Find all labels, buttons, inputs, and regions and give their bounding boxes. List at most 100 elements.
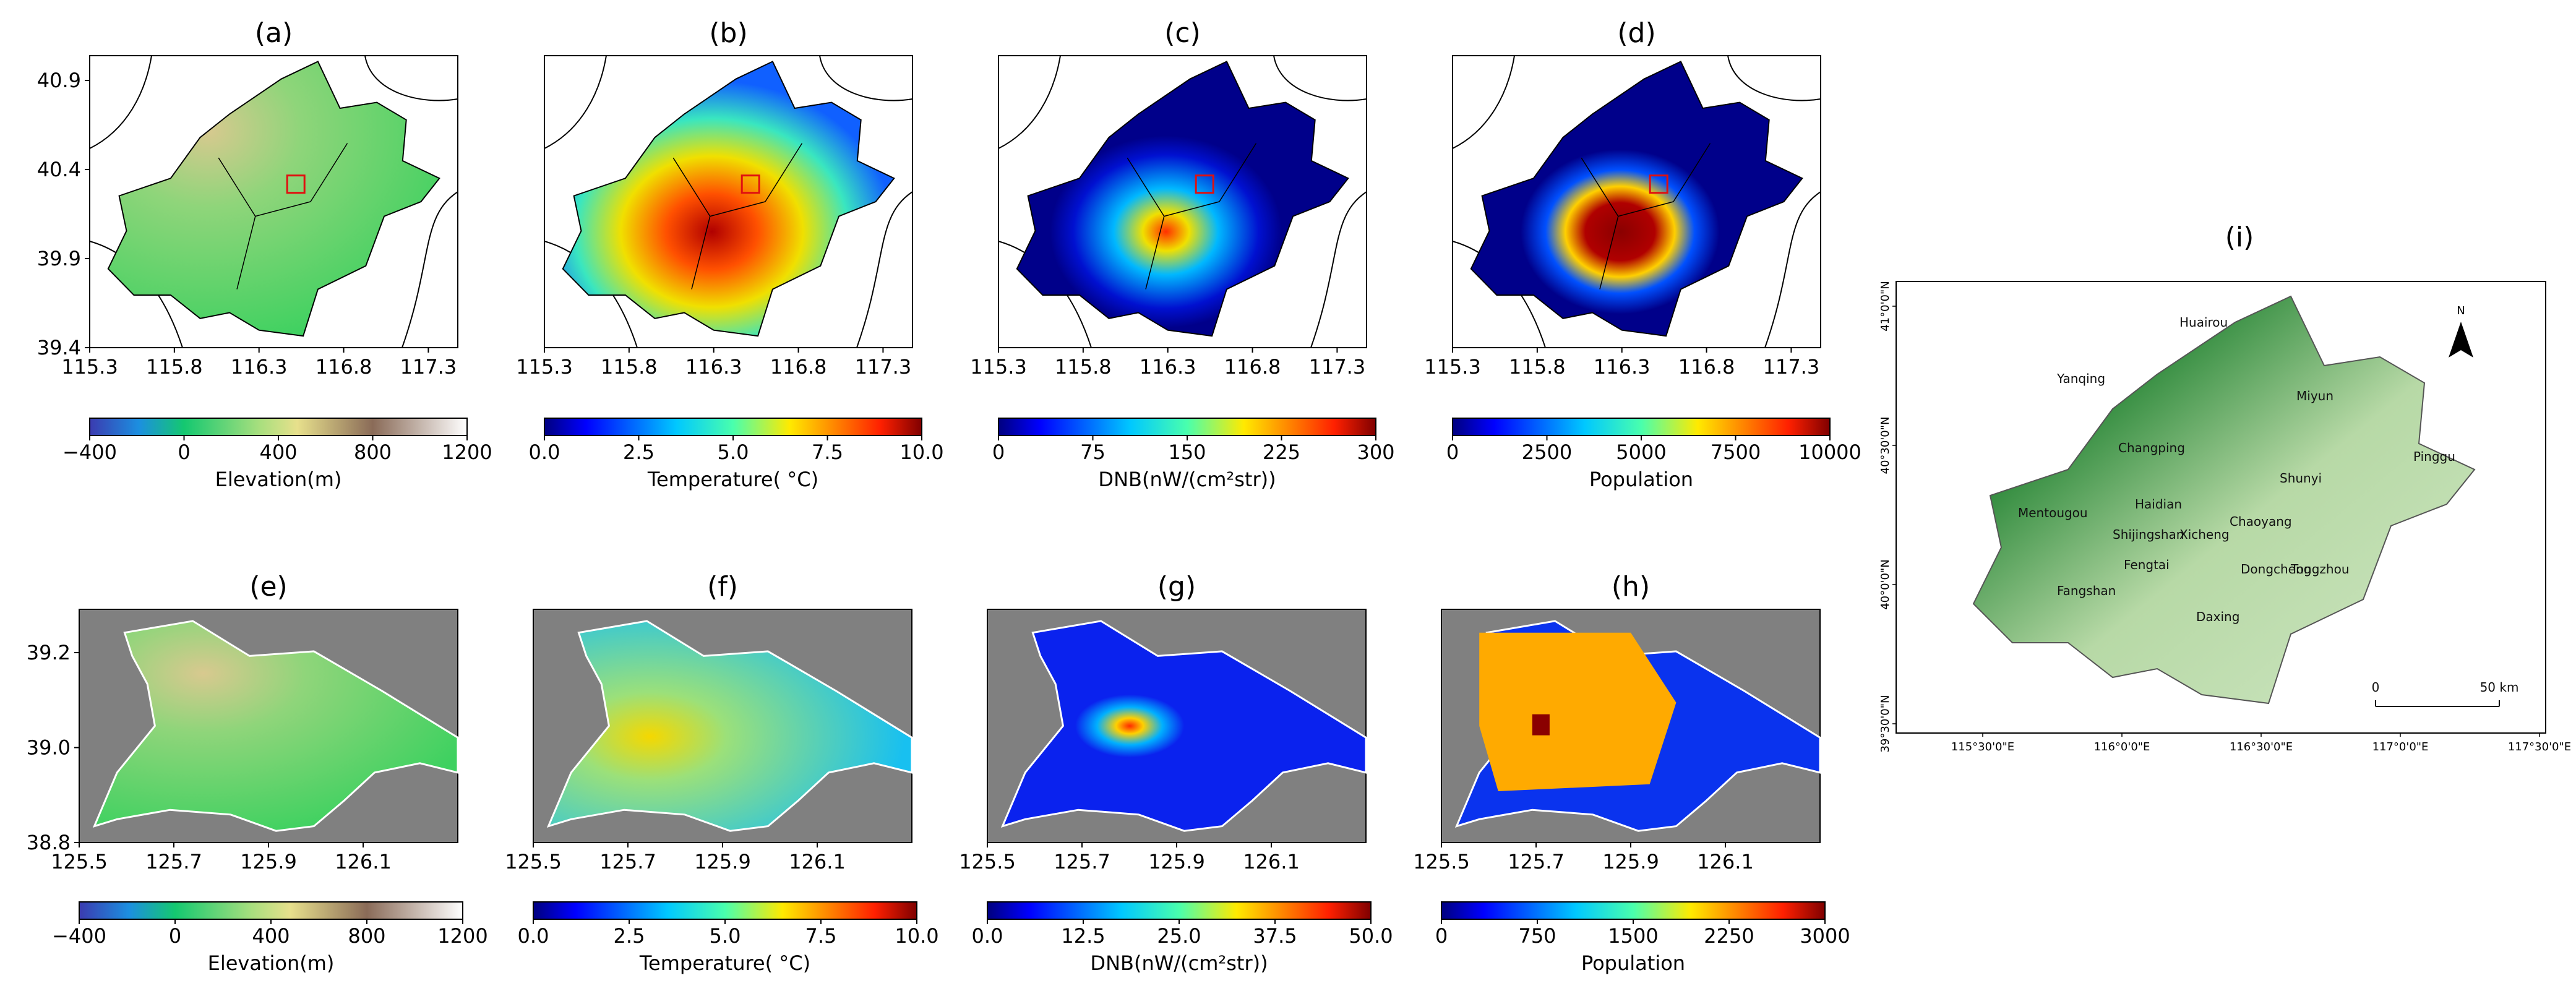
x-tick-label: 125.9 — [240, 850, 297, 873]
y-tick-label: 38.8 — [27, 831, 71, 854]
province-boundaries — [998, 55, 1367, 348]
colorbar-tick-label: 5000 — [1616, 440, 1666, 464]
x-tick-label: 125.9 — [1602, 850, 1659, 873]
study-region — [92, 620, 459, 832]
x-tick-label: 125.7 — [1054, 850, 1110, 873]
panel-title: (g) — [1157, 571, 1196, 603]
district-label: Shijingshan — [2113, 527, 2184, 542]
scalebar-label: 50 km — [2480, 680, 2519, 695]
x-tick-label: 116.3 — [685, 355, 742, 379]
panel-d: (d) 115.3 115.8 116.3 116.8 117.3 — [1424, 17, 1821, 379]
x-tick-label: 115.3 — [61, 355, 118, 379]
x-tick-label: 126.1 — [1243, 850, 1300, 873]
colorbar-tick-label: 1200 — [437, 924, 487, 948]
beijing-region — [562, 61, 895, 337]
y-tick-label: 39.0 — [27, 736, 71, 760]
colorbar-tick-label: 0 — [992, 440, 1005, 464]
colorbar-tick-label: 0 — [1446, 440, 1459, 464]
x-tick-label: 116.8 — [316, 355, 372, 379]
y-tick-label: 39°30'0"N — [1879, 695, 1892, 753]
population-peak — [1532, 714, 1550, 736]
panel-title: (b) — [709, 17, 747, 49]
colorbar-tick-label: 2.5 — [614, 924, 645, 948]
colorbar-2 — [998, 418, 1376, 436]
x-tick-label: 115.8 — [146, 355, 203, 379]
colorbar-tick-label: 0.0 — [529, 440, 560, 464]
x-tick-label: 116.8 — [770, 355, 827, 379]
study-area-box — [1195, 174, 1214, 194]
colorbar-tick-label: 3000 — [1800, 924, 1850, 948]
colorbar-tick-label: 2500 — [1522, 440, 1572, 464]
colorbar-tick-label: 12.5 — [1061, 924, 1105, 948]
colorbar-label: Population — [1581, 951, 1685, 975]
panel-title: (h) — [1612, 571, 1650, 603]
colorbar-label: Elevation(m) — [208, 951, 335, 975]
colorbar-5 — [533, 901, 917, 920]
colorbar-tick-label: 0 — [178, 440, 190, 464]
colorbar-tick-label: 37.5 — [1253, 924, 1297, 948]
y-tick-label: 39.4 — [37, 336, 81, 359]
district-boundaries — [1127, 143, 1257, 290]
colorbar-tick-label: 10.0 — [899, 440, 943, 464]
x-tick-label: 126.1 — [1697, 850, 1754, 873]
x-tick-label: 116.8 — [1678, 355, 1735, 379]
panel-title: (c) — [1164, 17, 1201, 49]
colorbar-0 — [89, 418, 468, 436]
study-region — [1000, 620, 1367, 832]
x-tick-label: 115.8 — [601, 355, 658, 379]
colorbar-tick-label: 0.0 — [518, 924, 549, 948]
colorbar-tick-label: 1500 — [1608, 924, 1658, 948]
panel-title: (f) — [707, 571, 738, 603]
colorbar-tick-label: 7500 — [1711, 440, 1761, 464]
colorbar-tick-label: 2.5 — [623, 440, 655, 464]
y-tick-label: 40.4 — [37, 158, 81, 181]
colorbar-tick-label: 300 — [1357, 440, 1394, 464]
scalebar-label: 0 — [2372, 680, 2380, 695]
colorbar-6 — [987, 901, 1372, 920]
panel-title: (e) — [249, 571, 287, 603]
province-boundaries — [89, 55, 458, 348]
beijing-region — [1470, 61, 1803, 337]
beijing-region — [1016, 61, 1349, 337]
panel-c: (c) 115.3 115.8 116.3 116.8 117.3 — [970, 17, 1367, 379]
colorbar-label: Population — [1589, 468, 1693, 491]
colorbar-label: DNB(nW/(cm²str)) — [1098, 468, 1276, 491]
study-area-box — [1649, 174, 1668, 194]
x-tick-label: 115°30'0"E — [1951, 740, 2014, 753]
x-tick-label: 117.3 — [855, 355, 912, 379]
x-tick-label: 115.3 — [1424, 355, 1481, 379]
colorbar-1 — [544, 418, 922, 436]
colorbar-tick-label: −400 — [62, 440, 117, 464]
colorbar-tick-label: 5.0 — [718, 440, 749, 464]
x-tick-label: 115.3 — [516, 355, 573, 379]
x-tick-label: 117°30'0"E — [2508, 740, 2571, 753]
colorbar-3 — [1452, 418, 1831, 436]
panel-title: (d) — [1617, 17, 1655, 49]
colorbar-tick-label: 10.0 — [895, 924, 938, 948]
district-label: Pinggu — [2413, 449, 2455, 464]
x-tick-label: 125.7 — [145, 850, 202, 873]
colorbar-label: DNB(nW/(cm²str)) — [1090, 951, 1268, 975]
district-boundaries — [672, 143, 803, 290]
district-label: Dongcheng — [2241, 562, 2311, 577]
y-tick-label: 40.9 — [37, 69, 81, 92]
x-tick-label: 117.3 — [400, 355, 457, 379]
x-tick-label: 125.5 — [51, 850, 108, 873]
x-tick-label: 125.9 — [694, 850, 751, 873]
colorbar-tick-label: 5.0 — [710, 924, 741, 948]
panel-i: (i) Huairou Yanqing Miyun Changping Pinggu Shu… — [1879, 221, 2571, 753]
colorbar-tick-label: 7.5 — [805, 924, 837, 948]
colorbar-tick-label: 1200 — [442, 440, 492, 464]
x-tick-label: 126.1 — [789, 850, 846, 873]
x-tick-label: 126.1 — [335, 850, 392, 873]
colorbar-tick-label: 750 — [1518, 924, 1556, 948]
x-tick-label: 125.7 — [599, 850, 656, 873]
district-label: Miyun — [2296, 388, 2333, 403]
x-tick-label: 125.9 — [1148, 850, 1205, 873]
colorbar-tick-label: 2250 — [1704, 924, 1754, 948]
district-label: Haidian — [2135, 497, 2182, 512]
colorbar-tick-label: 800 — [354, 440, 392, 464]
district-label: Yanqing — [2056, 371, 2105, 386]
north-arrow-label: N — [2457, 304, 2465, 317]
